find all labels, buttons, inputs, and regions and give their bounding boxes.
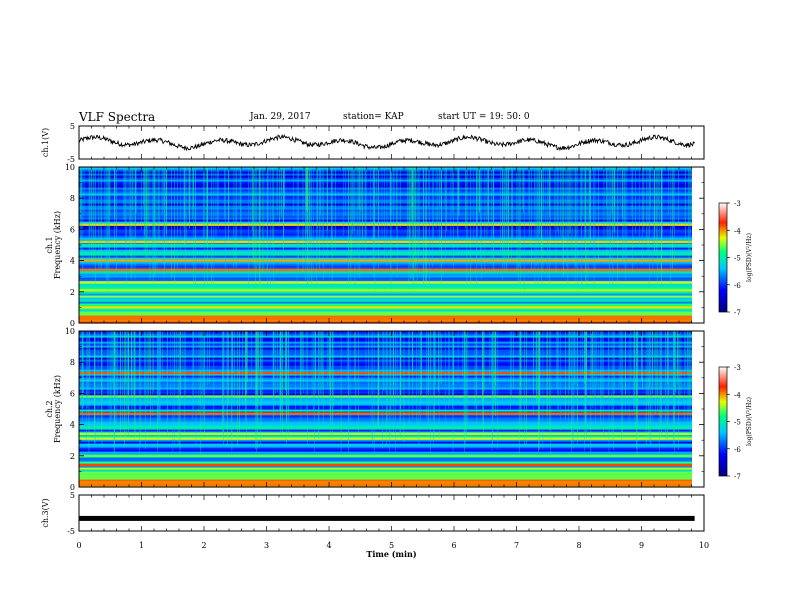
y-axis-label: ch.2 (45, 400, 54, 417)
colorbar-tick-label: -6 (734, 446, 741, 454)
y-tick-label: 8 (70, 194, 75, 203)
colorbar-tick-label: -4 (734, 227, 741, 235)
y-tick-label: 4 (70, 421, 75, 430)
colorbar-tick-label: -3 (734, 200, 741, 208)
colorbar-tick-label: -5 (734, 419, 741, 427)
x-tick-label: 10 (699, 541, 709, 550)
y-axis-label: Frequency (kHz) (53, 375, 62, 443)
colorbar-tick-label: -4 (734, 391, 741, 399)
y-tick-label: 2 (70, 288, 75, 297)
y-axis-label: ch.1(V) (41, 128, 50, 157)
colorbar-tick-label: -7 (734, 473, 741, 481)
y-tick-label: 5 (70, 122, 75, 131)
start-time-label: start UT = 19: 50: 0 (438, 112, 530, 122)
x-tick-label: 1 (139, 541, 144, 550)
x-tick-label: 9 (639, 541, 644, 550)
y-tick-label: 10 (65, 327, 75, 336)
ch1-waveform-line (78, 134, 695, 152)
y-tick-label: 10 (65, 163, 75, 172)
colorbar-tick-label: -3 (734, 364, 741, 372)
y-tick-label: 4 (70, 257, 75, 266)
colorbar-label: log(PSD)(V²/Hz) (746, 233, 753, 282)
x-tick-label: 2 (201, 541, 206, 550)
colorbar-label: log(PSD)(V²/Hz) (746, 397, 753, 446)
y-tick-label: -5 (67, 155, 75, 164)
y-axis-label: Frequency (kHz) (53, 211, 62, 279)
colorbar (718, 366, 728, 477)
x-axis-label: Time (min) (366, 549, 416, 559)
date-label: Jan. 29, 2017 (250, 112, 311, 122)
y-tick-label: 6 (70, 389, 75, 398)
y-axis-label: ch.1 (45, 236, 54, 253)
y-tick-label: 2 (70, 452, 75, 461)
y-tick-label: 0 (70, 483, 75, 492)
station-label: station= KAP (343, 112, 404, 122)
y-tick-label: 0 (70, 319, 75, 328)
colorbar (718, 202, 728, 313)
figure-title: VLF Spectra (79, 110, 156, 124)
x-tick-label: 8 (576, 541, 581, 550)
colorbar-tick-label: -7 (734, 309, 741, 317)
ch3-waveform-line (79, 515, 695, 521)
ch3-waveform-panel (78, 494, 705, 532)
y-tick-label: 5 (70, 491, 75, 500)
x-tick-label: 7 (514, 541, 519, 550)
y-tick-label: 6 (70, 225, 75, 234)
y-axis-label: ch.3(V) (41, 498, 50, 527)
y-tick-label: -5 (67, 527, 75, 536)
x-tick-label: 5 (389, 541, 394, 550)
y-tick-label: 8 (70, 358, 75, 367)
colorbar-tick-label: -5 (734, 255, 741, 263)
x-tick-label: 0 (76, 541, 81, 550)
x-tick-label: 4 (326, 541, 331, 550)
x-tick-label: 3 (264, 541, 269, 550)
colorbar-tick-label: -6 (734, 282, 741, 290)
x-tick-label: 6 (451, 541, 456, 550)
